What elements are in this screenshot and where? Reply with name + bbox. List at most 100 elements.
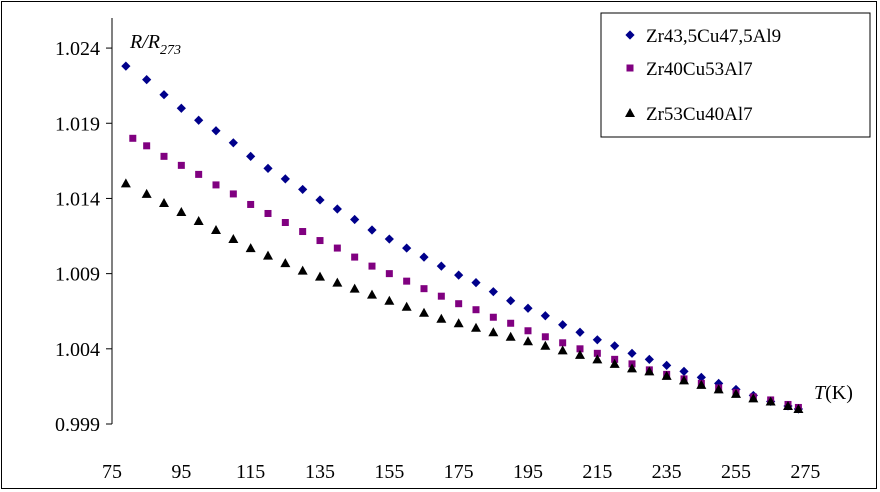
series-3 <box>120 178 804 413</box>
data-point-triangle <box>557 345 568 355</box>
data-point-triangle <box>245 243 256 253</box>
data-point-triangle <box>505 331 516 341</box>
data-point-diamond <box>367 225 377 235</box>
data-point-triangle <box>523 336 533 346</box>
y-tick-label: 1.014 <box>55 188 100 210</box>
data-point-diamond <box>662 360 672 370</box>
data-point-square <box>129 134 137 142</box>
x-tick-label: 115 <box>236 461 265 483</box>
data-point-diamond <box>679 366 689 376</box>
data-point-triangle <box>263 250 273 260</box>
data-point-triangle <box>793 403 804 413</box>
data-point-square <box>489 313 497 321</box>
data-point-triangle <box>401 301 412 311</box>
data-point-triangle <box>176 206 187 216</box>
data-point-triangle <box>609 358 620 368</box>
legend-entry: Zr43,5Cu47,5Al9 <box>646 26 781 47</box>
data-point-square <box>541 333 549 341</box>
y-tick-label: 1.004 <box>55 339 100 361</box>
data-point-triangle <box>783 400 793 410</box>
data-point-triangle <box>141 188 152 198</box>
data-point-square <box>160 152 168 160</box>
data-point-square <box>524 327 532 335</box>
x-tick-label: 195 <box>513 461 543 483</box>
data-point-triangle <box>297 265 308 275</box>
data-point-triangle <box>193 216 204 225</box>
y-tick-label: 0.999 <box>55 414 100 436</box>
data-point-triangle <box>471 322 481 332</box>
data-point-triangle <box>367 289 377 299</box>
data-point-diamond <box>228 138 238 148</box>
data-point-diamond <box>575 327 585 337</box>
data-point-square <box>437 292 445 300</box>
data-point-diamond <box>610 341 620 351</box>
legend-box <box>600 12 871 138</box>
data-point-diamond <box>280 174 290 184</box>
data-point-square <box>455 300 463 308</box>
data-point-triangle <box>120 178 131 188</box>
data-point-triangle <box>575 349 585 359</box>
legend: Zr43,5Cu47,5Al9 Zr40Cu53Al7 Zr53Cu40Al7 <box>600 12 871 138</box>
x-tick-label: 275 <box>790 461 820 483</box>
data-point-triangle <box>696 379 707 389</box>
data-point-triangle <box>349 283 360 293</box>
y-axis-label: R/R273 <box>129 31 181 58</box>
x-tick-label: 175 <box>444 461 474 483</box>
data-point-diamond <box>592 335 602 345</box>
legend-entry: Zr40Cu53Al7 <box>646 59 753 80</box>
data-point-square <box>143 142 151 150</box>
data-point-square <box>264 209 272 217</box>
data-point-square <box>333 244 341 252</box>
data-point-triangle <box>436 313 447 323</box>
data-point-triangle <box>228 234 239 244</box>
data-point-diamond <box>471 278 481 288</box>
data-point-diamond <box>696 372 706 382</box>
data-point-diamond <box>627 348 637 358</box>
data-point-triangle <box>488 327 499 337</box>
data-point-diamond <box>506 296 516 306</box>
data-point-diamond <box>454 270 464 280</box>
data-point-square <box>385 270 393 278</box>
data-point-diamond <box>194 115 204 125</box>
data-point-square <box>420 285 428 293</box>
data-point-triangle <box>159 197 169 207</box>
data-point-square <box>177 161 185 169</box>
series-2 <box>129 134 802 411</box>
series-layer <box>120 61 804 414</box>
data-point-square <box>212 181 220 189</box>
x-tick-label: 215 <box>582 461 612 483</box>
y-tick-label: 1.009 <box>55 264 100 286</box>
data-point-square <box>281 219 289 227</box>
data-point-square <box>576 345 584 353</box>
data-point-diamond <box>298 184 308 195</box>
data-point-triangle <box>644 366 655 376</box>
data-point-triangle <box>332 277 343 287</box>
data-point-square <box>229 190 237 198</box>
data-point-triangle <box>748 393 759 403</box>
data-point-diamond <box>402 243 412 253</box>
y-ticks: 0.999 1.004 1.009 1.014 1.019 1.024 <box>55 38 112 436</box>
data-point-diamond <box>436 261 446 271</box>
data-point-square <box>195 170 203 178</box>
data-point-triangle <box>384 295 395 305</box>
data-point-square <box>368 262 376 270</box>
data-point-diamond <box>384 234 394 244</box>
data-point-diamond <box>714 378 724 388</box>
x-ticks: 75 95 115 135 155 175 195 215 235 255 275 <box>102 461 820 483</box>
data-point-diamond <box>558 320 568 330</box>
data-point-square <box>299 228 307 236</box>
data-point-diamond <box>263 163 273 173</box>
data-point-triangle <box>765 396 776 406</box>
data-point-diamond <box>142 75 152 85</box>
data-point-diamond <box>121 61 131 71</box>
data-point-diamond <box>419 252 429 262</box>
x-axis-label: T(K) <box>814 382 853 404</box>
data-point-square <box>247 200 255 208</box>
legend-marker-diamond <box>625 30 635 40</box>
data-point-diamond <box>159 90 169 100</box>
y-tick-label: 1.019 <box>55 113 100 135</box>
data-point-diamond <box>540 311 550 321</box>
data-point-triangle <box>713 384 724 394</box>
legend-marker-triangle <box>625 108 635 117</box>
data-point-triangle <box>731 388 741 398</box>
